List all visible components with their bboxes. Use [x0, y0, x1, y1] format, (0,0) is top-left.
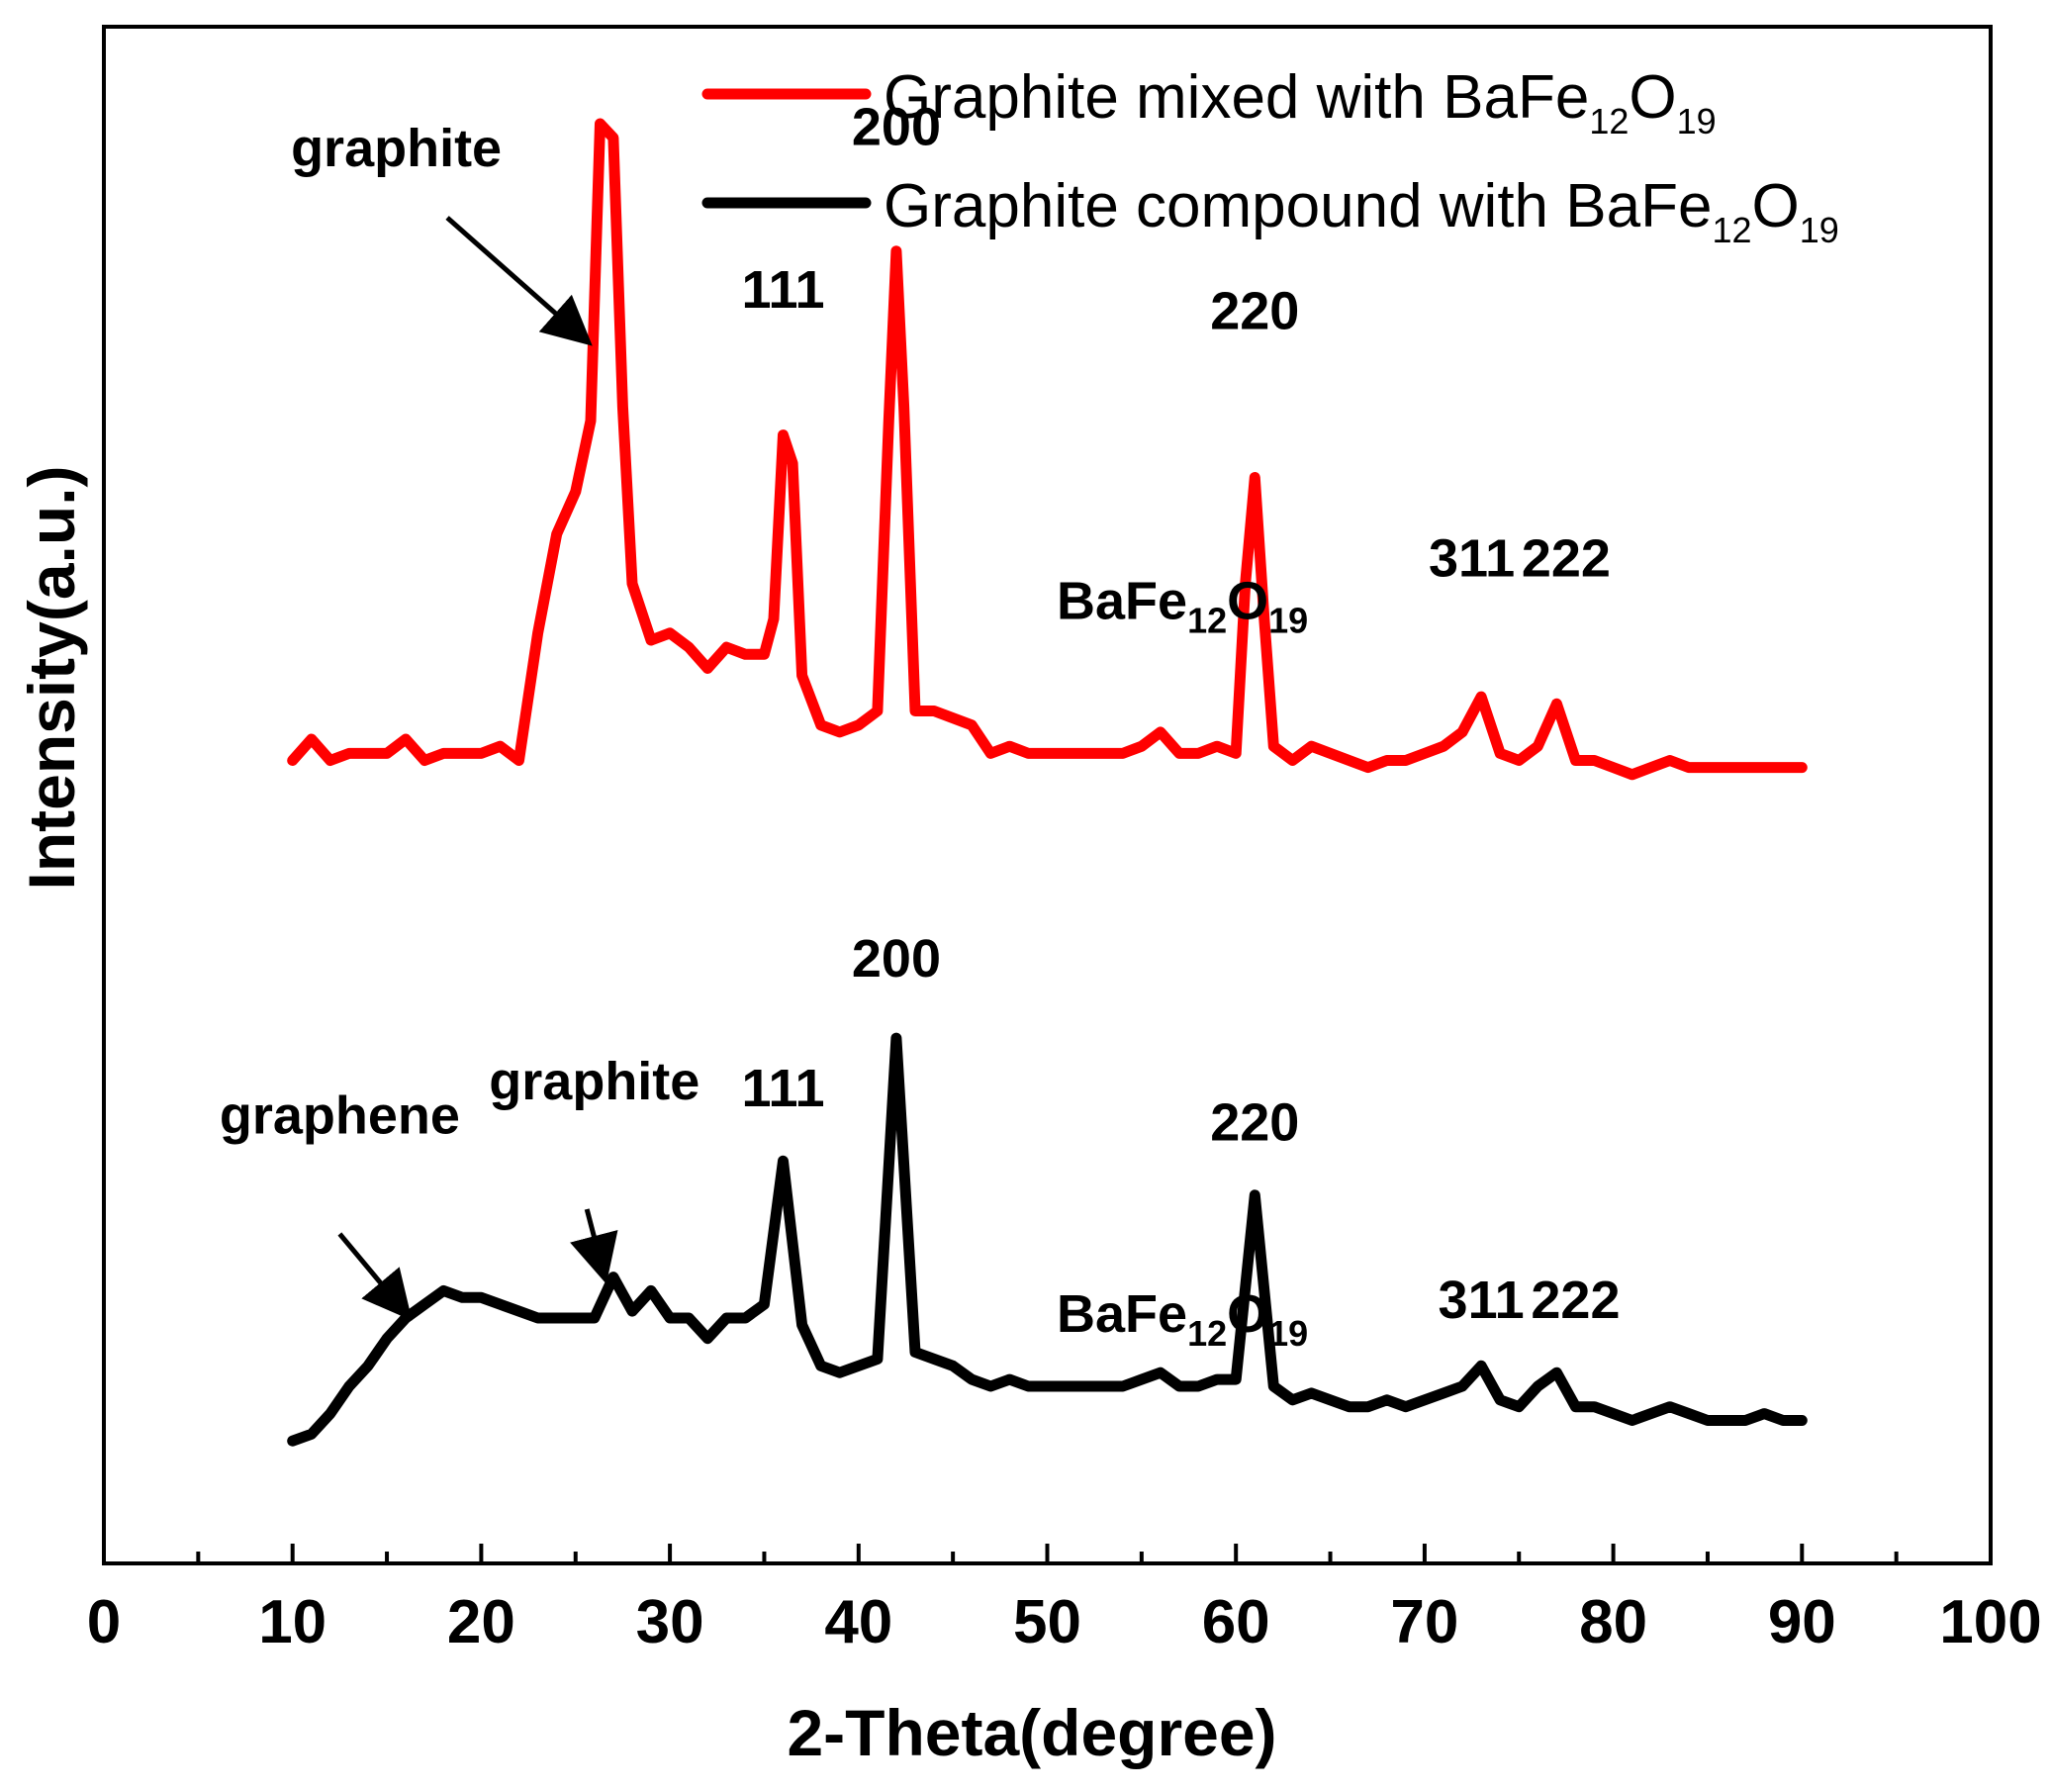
legend-label-compound: Graphite compound with BaFe12O19	[884, 172, 1839, 250]
x-tick-label: 0	[87, 1588, 121, 1656]
peak-label: 220	[1210, 281, 1299, 340]
x-tick-label: 30	[636, 1588, 704, 1656]
peak-label: 200	[852, 97, 941, 156]
peak-label: 220	[1210, 1093, 1299, 1153]
graphite-arrow-mixed	[445, 216, 593, 346]
x-tick-label: 20	[447, 1588, 515, 1656]
x-tick-label: 10	[258, 1588, 326, 1656]
peak-label: 222	[1531, 1271, 1620, 1330]
peak-label: graphite	[291, 119, 502, 178]
legend-label-mixed: Graphite mixed with BaFe12O19	[884, 63, 1717, 141]
series-line-compound	[287, 1032, 1808, 1447]
series-layer	[287, 118, 1808, 1447]
phase-label: BaFe12O19	[1057, 572, 1308, 641]
peak-label: 222	[1522, 529, 1611, 589]
phase-label: BaFe12O19	[1057, 1284, 1308, 1354]
x-axis-tick-labels: 0 10 20 30 40 50 60 70 80 90 100	[87, 1588, 2042, 1656]
x-axis-ticks	[102, 1544, 1993, 1563]
peak-label: graphene	[220, 1086, 460, 1146]
peak-label: 311	[1429, 529, 1515, 589]
x-tick-label: 100	[1939, 1588, 2041, 1656]
y-axis-title: Intensity(a.u.)	[15, 465, 88, 890]
peak-label: 111	[741, 260, 824, 320]
x-tick-label: 50	[1013, 1588, 1081, 1656]
series-line-mixed	[287, 118, 1808, 781]
peak-label: graphite	[489, 1052, 699, 1111]
x-tick-label: 40	[824, 1588, 892, 1656]
peak-label: 111	[741, 1059, 824, 1118]
peak-label: 200	[852, 929, 941, 989]
x-tick-label: 60	[1202, 1588, 1270, 1656]
legend: Graphite mixed with BaFe12O19 Graphite co…	[701, 63, 1839, 250]
x-tick-label: 90	[1768, 1588, 1836, 1656]
graphene-arrow	[337, 1232, 413, 1321]
x-axis-title: 2-Theta(degree)	[787, 1696, 1276, 1769]
x-tick-label: 80	[1579, 1588, 1647, 1656]
graphite-arrow-compound	[570, 1208, 618, 1284]
peak-label: 311	[1439, 1271, 1525, 1330]
x-tick-label: 70	[1390, 1588, 1458, 1656]
